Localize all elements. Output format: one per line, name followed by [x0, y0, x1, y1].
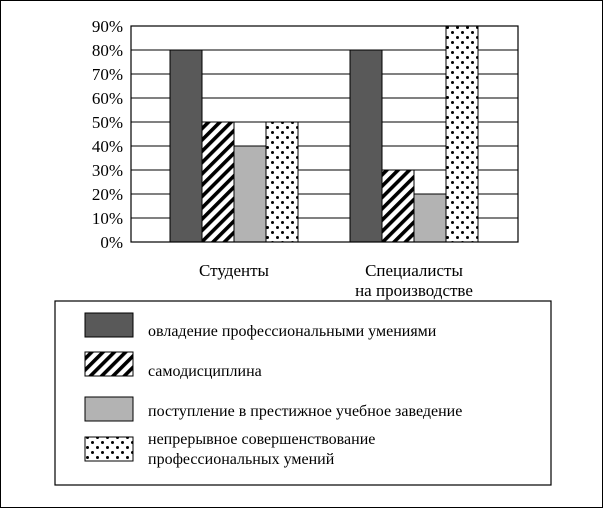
y-tick-label: 50% — [92, 113, 123, 132]
legend-swatch-4 — [84, 436, 134, 462]
bar-4-1 — [265, 121, 299, 243]
y-tick-label: 30% — [92, 161, 123, 180]
category-label: Студенты — [199, 261, 269, 280]
legend-swatch-2 — [84, 351, 134, 377]
legend-label-line: самодисциплина — [148, 363, 262, 380]
legend-label-line: овладение профессиональными умениями — [148, 323, 437, 340]
bar-1-2 — [349, 49, 383, 243]
legend-label-3: поступление в престижное учебное заведен… — [148, 403, 462, 420]
legend-label-line: поступление в престижное учебное заведен… — [148, 403, 462, 420]
y-tick-label: 60% — [92, 89, 123, 108]
plot-area-border — [130, 25, 519, 243]
legend: овладение профессиональными умениями само… — [84, 312, 462, 468]
bar-1-1 — [169, 49, 203, 243]
y-tick-label: 80% — [92, 41, 123, 60]
category-label-line: Специалисты — [365, 261, 463, 280]
bar-2-1 — [201, 121, 235, 243]
bar-4-2 — [445, 25, 479, 243]
legend-label-1: овладение профессиональными умениями — [148, 323, 437, 340]
legend-box — [54, 300, 552, 486]
y-tick-label: 40% — [92, 137, 123, 156]
legend-swatch-3 — [84, 396, 134, 422]
legend-label-4: непрерывное совершенствование профессиона… — [148, 431, 375, 468]
bar-2-2 — [381, 169, 415, 243]
y-tick-label: 10% — [92, 209, 123, 228]
y-tick-label: 0% — [100, 233, 123, 252]
legend-label-line: непрерывное совершенствование — [148, 431, 375, 448]
category-labels: Студенты Специалисты на производстве — [199, 261, 473, 300]
y-tick-label: 90% — [92, 17, 123, 36]
y-tick-label: 70% — [92, 65, 123, 84]
bars — [169, 25, 479, 243]
category-label: Специалисты на производстве — [355, 261, 473, 300]
legend-label-line: профессиональных умений — [148, 451, 335, 468]
legend-label-2: самодисциплина — [148, 363, 262, 380]
legend-swatch-1 — [84, 312, 134, 338]
category-label-line: Студенты — [199, 261, 269, 280]
category-label-line: на производстве — [355, 281, 473, 300]
y-axis-ticks: 0% 10% 20% 30% 40% 50% 60% 70% 80% 90% — [92, 17, 123, 252]
bar-3-2 — [413, 193, 447, 243]
bar-3-1 — [233, 145, 267, 243]
y-tick-label: 20% — [92, 185, 123, 204]
